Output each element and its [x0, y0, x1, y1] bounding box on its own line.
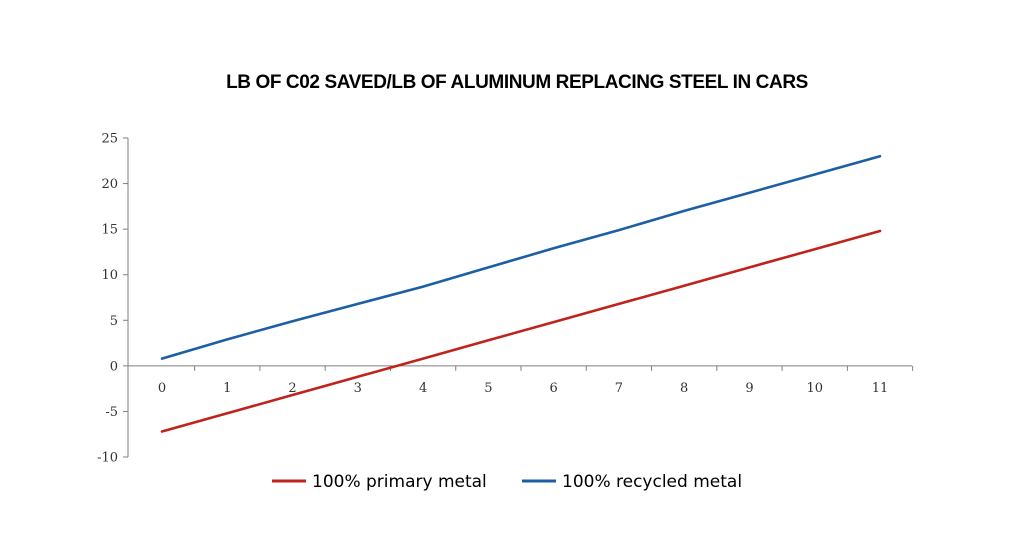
series-line-recycled-metal	[160, 154, 882, 360]
x-tick-label: 5	[484, 381, 492, 396]
y-axis-ticks: 25 20 15 10 5 0 -5 -10	[97, 132, 128, 466]
legend-item: 100% recycled metal	[522, 472, 742, 492]
y-tick-label: -5	[105, 405, 118, 420]
legend-item: 100% primary metal	[272, 472, 487, 492]
series-line-primary-metal	[160, 229, 882, 433]
legend-label: 100% recycled metal	[562, 472, 742, 492]
x-tick-label: 6	[549, 381, 557, 396]
y-tick-label: 20	[101, 177, 118, 192]
x-tick-label: 7	[615, 381, 623, 396]
y-tick-label: 5	[110, 314, 118, 329]
x-tick-label: 11	[872, 381, 889, 396]
x-tick-label: 4	[419, 381, 427, 396]
x-axis-ticks: 0 1 2 3 4 5 6 7 8 9 10 11	[158, 365, 914, 396]
y-tick-label: 25	[101, 132, 118, 147]
series-layer	[160, 154, 882, 433]
y-tick-label: 10	[101, 268, 118, 283]
x-tick-label: 8	[680, 381, 688, 396]
x-tick-label: 0	[158, 381, 166, 396]
x-tick-label: 10	[806, 381, 823, 396]
y-tick-label: 0	[110, 359, 118, 374]
x-tick-label: 2	[288, 381, 296, 396]
x-tick-label: 3	[354, 381, 362, 396]
legend: 100% primary metal 100% recycled metal	[272, 472, 742, 492]
y-tick-label: 15	[101, 223, 118, 238]
chart-title: LB OF C02 SAVED/LB OF ALUMINUM REPLACING…	[226, 72, 808, 93]
y-tick-label: -10	[97, 451, 118, 466]
legend-label: 100% primary metal	[312, 472, 487, 492]
chart-axes	[127, 138, 912, 457]
x-tick-label: 1	[223, 381, 231, 396]
x-tick-label: 9	[745, 381, 753, 396]
